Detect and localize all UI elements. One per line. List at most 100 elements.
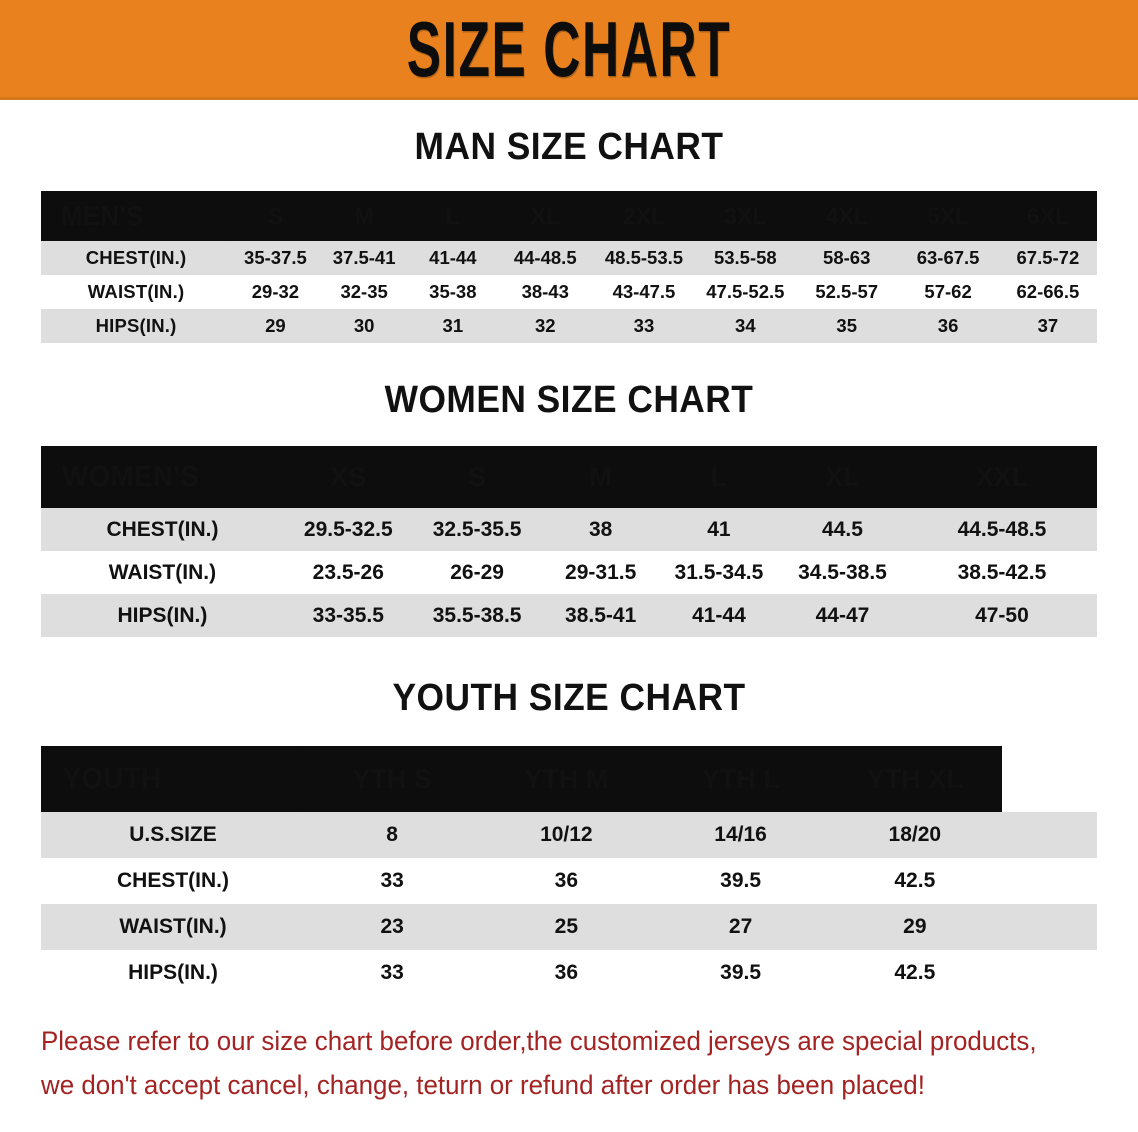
women-header-size-xs: XS <box>283 446 413 508</box>
man-header-size-xl: XL <box>497 191 594 241</box>
man-header-size-l: L <box>408 191 498 241</box>
table-row: HIPS(IN.) 29 30 31 32 33 34 35 36 37 <box>41 309 1097 343</box>
women-chest-xl: 44.5 <box>822 517 863 541</box>
table-row: HIPS(IN.) 33-35.5 35.5-38.5 38.5-41 41-4… <box>41 594 1097 637</box>
women-waist-xxl: 38.5-42.5 <box>957 560 1047 584</box>
youth-hips-m: 36 <box>554 961 579 984</box>
table-row: HIPS(IN.) 33 36 39.5 42.5 <box>41 950 1097 996</box>
man-hips-s: 29 <box>265 315 286 336</box>
women-row-label-chest: CHEST(IN.) <box>106 517 219 541</box>
women-header-row: WOMEN'S XS S M L XL XXL <box>41 446 1097 508</box>
man-header-size-s: S <box>231 191 320 241</box>
man-chest-4xl: 58-63 <box>823 247 871 268</box>
man-header-size-m: M <box>319 191 409 241</box>
women-hips-l: 41-44 <box>692 603 746 627</box>
youth-row-tail <box>1002 950 1097 996</box>
youth-row-label-waist: WAIST(IN.) <box>119 915 227 938</box>
youth-ussize-l: 14/16 <box>714 823 767 846</box>
women-header-size-l: L <box>659 446 779 508</box>
man-header-size-3xl: 3XL <box>694 191 797 241</box>
women-waist-m: 29-31.5 <box>565 560 637 584</box>
women-row-label-waist: WAIST(IN.) <box>108 560 217 584</box>
youth-header-row: YOUTH YTH S YTH M YTH L YTH XL <box>41 746 1097 812</box>
youth-row-tail <box>1002 858 1097 904</box>
table-row: CHEST(IN.) 29.5-32.5 32.5-35.5 38 41 44.… <box>41 508 1097 551</box>
women-chest-m: 38 <box>588 517 613 541</box>
man-waist-l: 35-38 <box>429 281 477 302</box>
man-header-size-5xl: 5XL <box>897 191 999 241</box>
man-header-size-4xl: 4XL <box>796 191 898 241</box>
youth-section-title: YOUTH SIZE CHART <box>392 677 746 719</box>
women-chest-xs: 29.5-32.5 <box>303 517 393 541</box>
man-waist-5xl: 57-62 <box>924 281 972 302</box>
man-chest-s: 35-37.5 <box>244 247 307 268</box>
youth-waist-m: 25 <box>554 915 579 938</box>
man-hips-l: 31 <box>442 315 464 336</box>
women-chest-xxl: 44.5-48.5 <box>957 517 1047 541</box>
youth-waist-s: 23 <box>380 915 404 938</box>
youth-waist-xl: 29 <box>903 915 927 938</box>
women-hips-m: 38.5-41 <box>565 603 637 627</box>
man-row-label-hips: HIPS(IN.) <box>95 315 177 336</box>
women-row-label-hips: HIPS(IN.) <box>117 603 208 627</box>
man-chest-6xl: 67.5-72 <box>1016 247 1080 268</box>
women-chest-l: 41 <box>707 517 731 541</box>
page-banner: SIZE CHART <box>0 0 1138 100</box>
youth-hips-s: 33 <box>380 961 404 984</box>
man-section-title: MAN SIZE CHART <box>414 126 724 168</box>
women-hips-xs: 33-35.5 <box>312 603 384 627</box>
man-hips-3xl: 34 <box>735 315 756 336</box>
man-waist-s: 29-32 <box>251 281 300 302</box>
youth-ussize-s: 8 <box>386 823 398 846</box>
man-chest-5xl: 63-67.5 <box>916 247 980 268</box>
youth-table-wrap: YOUTH YTH S YTH M YTH L YTH XL U.S.SIZE … <box>41 746 1097 996</box>
man-size-table: MEN'S S M L XL 2XL 3XL 4XL 5XL 6XL CHEST… <box>41 191 1097 343</box>
man-chest-l: 41-44 <box>429 247 477 268</box>
table-row: WAIST(IN.) 23.5-26 26-29 29-31.5 31.5-34… <box>41 551 1097 594</box>
table-row: CHEST(IN.) 33 36 39.5 42.5 <box>41 858 1097 904</box>
page-title: SIZE CHART <box>406 4 732 93</box>
disclaimer: Please refer to our size chart before or… <box>41 1020 1055 1107</box>
youth-ussize-xl: 18/20 <box>888 823 942 846</box>
youth-header-tail <box>1001 746 1097 812</box>
man-chest-2xl: 48.5-53.5 <box>604 247 684 268</box>
man-hips-2xl: 33 <box>633 315 655 336</box>
women-header-size-xl: XL <box>778 446 907 508</box>
youth-chest-m: 36 <box>554 869 579 892</box>
man-chest-3xl: 53.5-58 <box>713 247 777 268</box>
youth-header-size-m: YTH M <box>479 746 654 812</box>
man-header-row: MEN'S S M L XL 2XL 3XL 4XL 5XL 6XL <box>41 191 1097 241</box>
youth-row-label-hips: HIPS(IN.) <box>128 961 218 984</box>
man-hips-6xl: 37 <box>1037 315 1059 336</box>
disclaimer-line-1: Please refer to our size chart before or… <box>41 1026 1037 1056</box>
youth-chest-s: 33 <box>380 869 404 892</box>
man-header-size-6xl: 6XL <box>998 191 1097 241</box>
youth-row-label-ussize: U.S.SIZE <box>129 823 217 846</box>
man-waist-3xl: 47.5-52.5 <box>706 281 785 302</box>
women-waist-l: 31.5-34.5 <box>674 560 764 584</box>
women-header-size-m: M <box>541 446 660 508</box>
women-waist-xl: 34.5-38.5 <box>798 560 887 584</box>
women-waist-s: 26-29 <box>450 560 504 584</box>
man-header-size-2xl: 2XL <box>593 191 695 241</box>
youth-chest-xl: 42.5 <box>894 869 936 892</box>
man-waist-4xl: 52.5-57 <box>815 281 879 302</box>
man-hips-xl: 32 <box>534 315 556 336</box>
table-row: WAIST(IN.) 29-32 32-35 35-38 38-43 43-47… <box>41 275 1097 309</box>
youth-header-size-s: YTH S <box>305 746 480 812</box>
women-hips-s: 35.5-38.5 <box>432 603 522 627</box>
man-hips-4xl: 35 <box>836 315 857 336</box>
women-hips-xxl: 47-50 <box>975 603 1029 627</box>
women-size-table: WOMEN'S XS S M L XL XXL CHEST(IN.) 29.5-… <box>41 446 1097 637</box>
table-row: U.S.SIZE 8 10/12 14/16 18/20 <box>41 812 1097 858</box>
youth-row-tail <box>1002 904 1097 950</box>
women-header-size-xxl: XXL <box>906 446 1097 508</box>
man-waist-m: 32-35 <box>340 281 388 302</box>
youth-hips-l: 39.5 <box>720 961 762 984</box>
man-header-label: MEN'S <box>45 191 227 241</box>
youth-ussize-m: 10/12 <box>540 823 593 846</box>
women-waist-xs: 23.5-26 <box>312 560 384 584</box>
women-table-wrap: WOMEN'S XS S M L XL XXL CHEST(IN.) 29.5-… <box>41 446 1097 637</box>
women-section-title: WOMEN SIZE CHART <box>384 379 754 421</box>
table-row: CHEST(IN.) 35-37.5 37.5-41 41-44 44-48.5… <box>41 241 1097 275</box>
